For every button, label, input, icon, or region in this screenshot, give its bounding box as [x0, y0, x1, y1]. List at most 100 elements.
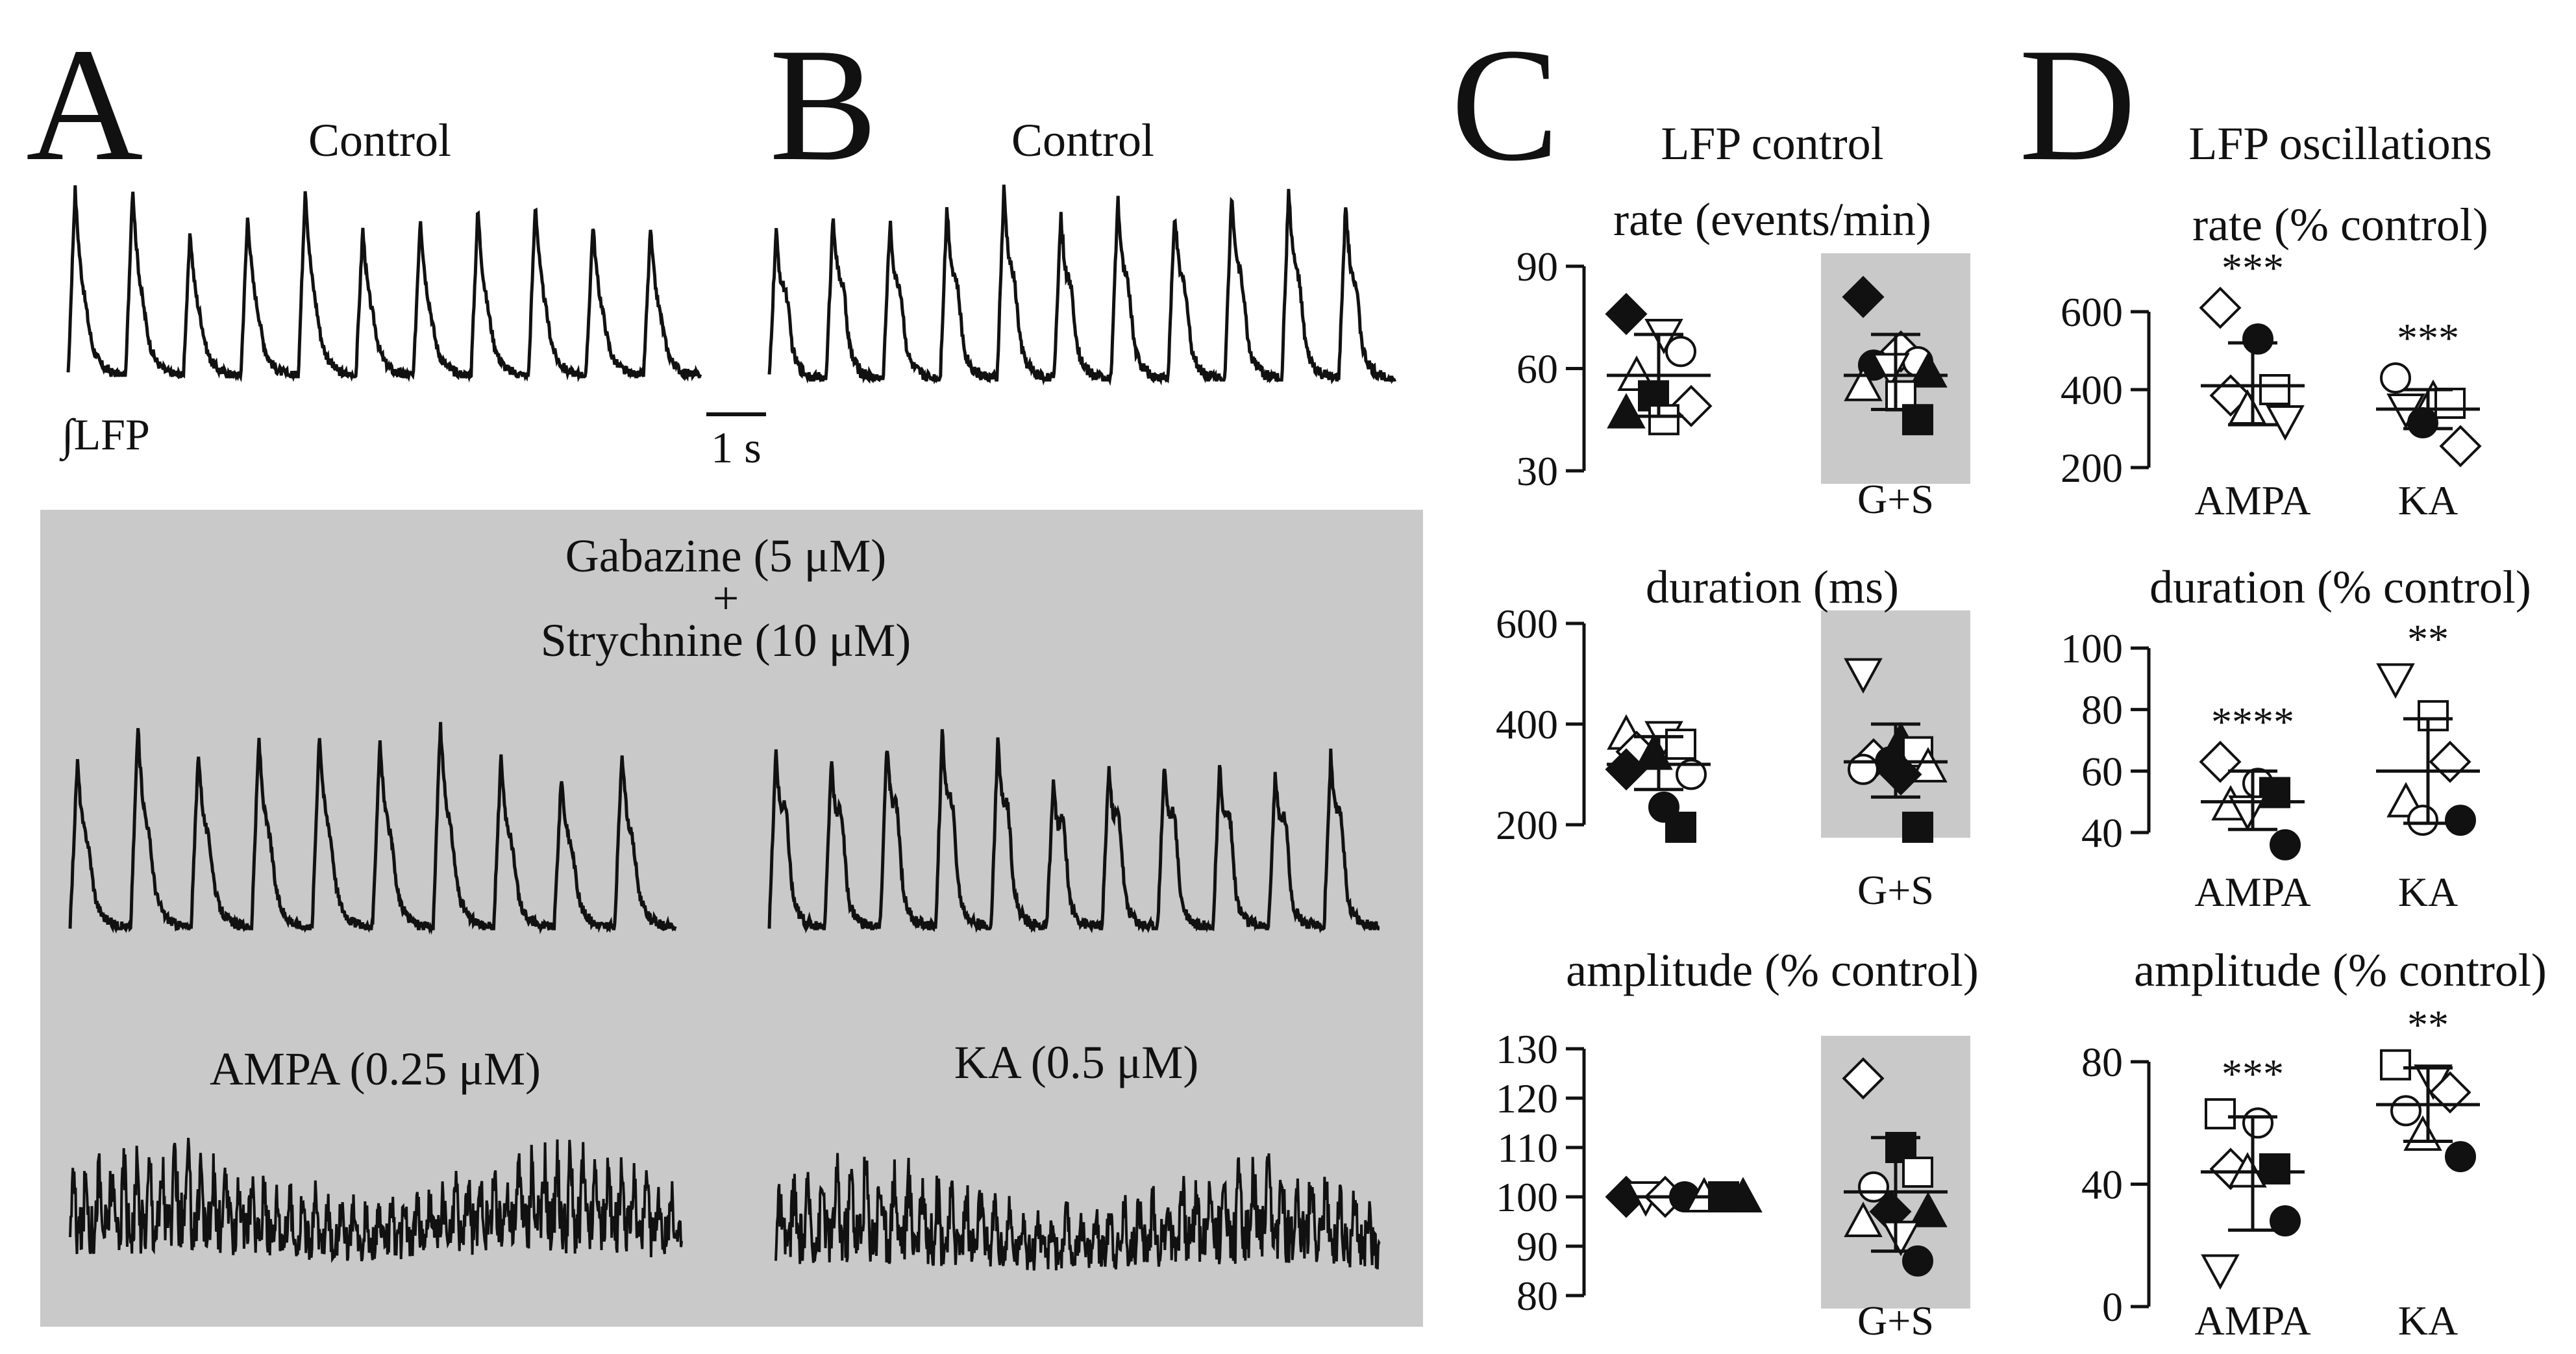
- significance-stars: **: [2407, 1002, 2449, 1048]
- y-tick-label: 130: [1496, 1026, 1558, 1072]
- data-point: [2445, 805, 2476, 836]
- plot-title: rate (% control): [2192, 199, 2488, 251]
- significance-stars: ***: [2397, 315, 2459, 361]
- y-tick-label: 200: [2061, 445, 2123, 491]
- data-point: [1670, 384, 1713, 427]
- y-tick-label: 100: [1496, 1174, 1558, 1220]
- plot-title: rate (events/min): [1613, 194, 1931, 245]
- y-tick-label: 120: [1496, 1075, 1558, 1122]
- trace-gs-right: [767, 729, 1380, 934]
- data-point: [1607, 393, 1646, 429]
- y-tick-label: 60: [1517, 346, 1558, 392]
- ampa-trace-label: AMPA (0.25 μM): [210, 1043, 541, 1095]
- category-label: G+S: [1857, 476, 1934, 522]
- y-tick-label: 80: [1517, 1273, 1558, 1319]
- group-KA: ***: [2376, 315, 2482, 468]
- data-point: [2205, 1098, 2236, 1130]
- data-point: [1848, 753, 1879, 785]
- group-KA: **: [2376, 616, 2480, 836]
- data-point: [1879, 753, 1922, 796]
- plot-title: amplitude (% control): [1566, 944, 1979, 996]
- panel-a-letter: A: [26, 15, 143, 195]
- y-tick-label: 80: [2081, 1039, 2123, 1085]
- panel-c-title: LFP control: [1661, 118, 1883, 169]
- y-tick-label: 600: [1496, 601, 1558, 647]
- y-tick-label: 110: [1497, 1125, 1558, 1171]
- data-point: [2228, 795, 2267, 831]
- panel-d-letter: D: [2019, 15, 2136, 195]
- group-AMPA: ****: [2199, 699, 2305, 860]
- data-point: [2429, 1071, 2471, 1114]
- category-label: KA: [2398, 869, 2458, 915]
- data-point: [1858, 1171, 1889, 1203]
- y-tick-label: 40: [2081, 810, 2123, 856]
- scatter-panels: rate (events/min) 30 60 90 G+S duration (ms) 2…: [1496, 194, 2547, 1344]
- data-point: [2201, 1254, 2240, 1290]
- data-point: [2380, 362, 2411, 394]
- time-scale-label: 1 s: [711, 423, 761, 472]
- data-point: [1844, 366, 1883, 401]
- category-label: G+S: [1857, 867, 1934, 913]
- trace-ka: [774, 1153, 1381, 1271]
- trace-gs-left: [68, 721, 677, 935]
- group-Control: [1605, 1175, 1763, 1218]
- category-label: KA: [2398, 477, 2458, 523]
- panel-c-letter: C: [1451, 15, 1559, 195]
- category-label: AMPA: [2194, 1298, 2310, 1344]
- y-tick-label: 30: [1517, 448, 1558, 494]
- group-Control: [1605, 714, 1711, 843]
- ka-trace-label: KA (0.5 μM): [954, 1036, 1199, 1088]
- data-point: [2199, 286, 2242, 329]
- y-tick-label: 90: [1517, 1223, 1558, 1270]
- group-G+S: [1842, 1057, 1948, 1277]
- y-tick-label: 600: [2061, 289, 2123, 335]
- y-tick-label: 80: [2081, 687, 2123, 733]
- y-tick-label: 40: [2081, 1162, 2123, 1208]
- data-point: [2266, 405, 2305, 441]
- data-point: [2434, 388, 2466, 419]
- y-tick-label: 100: [2061, 625, 2123, 671]
- y-tick-label: 400: [2061, 367, 2123, 413]
- data-point: [2390, 1095, 2421, 1127]
- plot-d_rate: rate (% control) 200 400 600 AMPA KA *** ***: [2061, 199, 2488, 523]
- significance-stars: ****: [2211, 699, 2294, 745]
- gabazine-label: Gabazine (5 μM): [565, 530, 886, 582]
- category-label: G+S: [1857, 1298, 1934, 1344]
- data-point: [1902, 1245, 1933, 1277]
- data-point: [2209, 374, 2252, 417]
- data-point: [1665, 336, 1696, 368]
- data-point: [1909, 1192, 1948, 1227]
- plot-title: duration (ms): [1646, 561, 1899, 613]
- data-point: [2259, 1153, 2290, 1185]
- group-AMPA: ***: [2199, 245, 2305, 441]
- significance-stars: ***: [2222, 245, 2284, 291]
- category-label: AMPA: [2194, 477, 2310, 523]
- panel-d-title: LFP oscillations: [2188, 118, 2492, 169]
- data-point: [2445, 1141, 2476, 1173]
- plot-title: duration (% control): [2149, 561, 2531, 613]
- data-point: [2407, 805, 2438, 836]
- data-point: [2439, 425, 2482, 468]
- data-point: [1634, 734, 1673, 770]
- data-point: [2199, 740, 2242, 783]
- plot-c_rate: rate (events/min) 30 60 90 G+S: [1517, 194, 1970, 522]
- data-point: [2407, 407, 2438, 438]
- data-point: [2242, 1107, 2273, 1139]
- category-label: KA: [2398, 1298, 2458, 1344]
- lfp-label: ∫LFP: [59, 410, 150, 462]
- strychnine-label: Strychnine (10 μM): [541, 614, 911, 666]
- data-point: [2418, 700, 2449, 732]
- panel-a-control-label: Control: [308, 114, 451, 166]
- group-Control: [1605, 292, 1713, 436]
- data-point: [2376, 663, 2415, 699]
- y-tick-label: 60: [2081, 748, 2123, 794]
- plot-title: amplitude (% control): [2134, 944, 2547, 996]
- data-point: [1844, 658, 1883, 694]
- trace-ampa: [69, 1137, 683, 1263]
- panel-b-control-label: Control: [1011, 114, 1154, 166]
- y-tick-label: 400: [1496, 701, 1558, 747]
- data-point: [2380, 1049, 2411, 1081]
